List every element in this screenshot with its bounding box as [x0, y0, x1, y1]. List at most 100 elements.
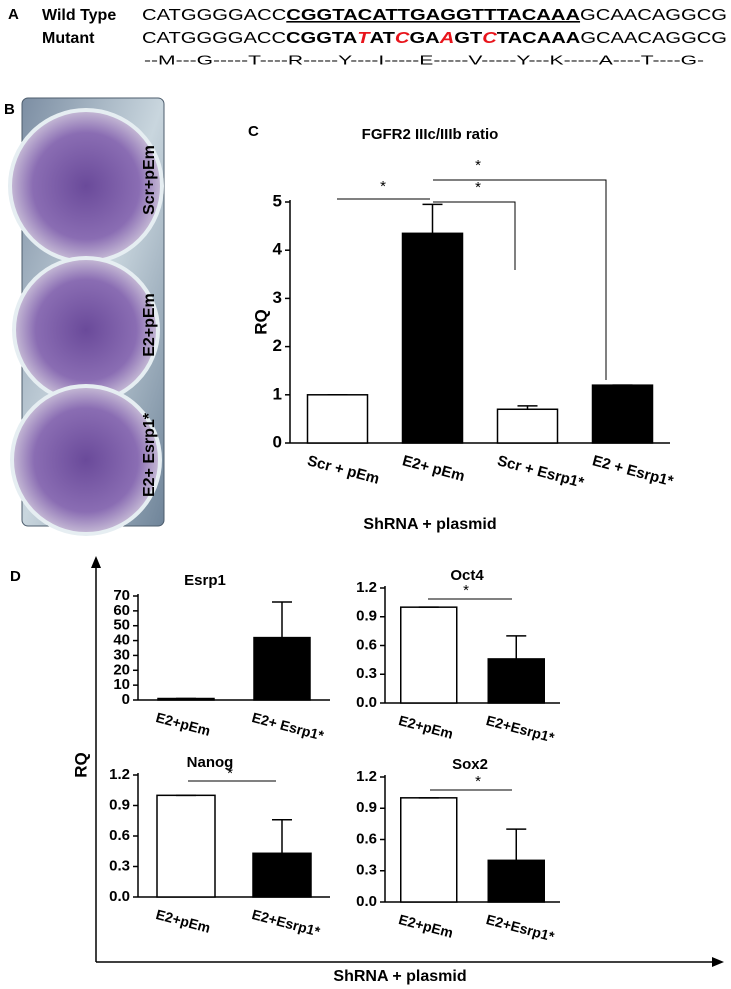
x-tick-label: E2+pEm: [397, 712, 455, 742]
chart-title: FGFR2 IIIc/IIIb ratio: [362, 126, 499, 143]
significance-star: *: [380, 178, 386, 195]
y-tick-label: 0.6: [109, 827, 130, 844]
bar: [496, 408, 559, 444]
y-tick-label: 4: [273, 240, 283, 259]
seq-segment: A: [438, 30, 454, 47]
error-bar: [517, 405, 538, 410]
y-tick-label: 0: [273, 432, 282, 451]
seq-segment: CATGGGGACC: [142, 7, 286, 24]
y-tick-label: 0.9: [356, 799, 377, 816]
y-tick-label: 1.2: [109, 766, 130, 783]
y-tick-label: 0.9: [109, 796, 130, 813]
seq-segment: GCAACAGGCG: [580, 30, 727, 47]
error-bar: [506, 635, 527, 659]
bar: [401, 232, 464, 444]
y-tick-label: 3: [273, 288, 282, 307]
significance-star: *: [475, 179, 481, 196]
well-label: Scr+pEm: [141, 145, 158, 215]
bar: [591, 384, 654, 444]
x-tick-label: E2+Esrp1*: [485, 712, 557, 746]
bar: [306, 394, 369, 444]
y-tick-label: 50: [113, 617, 130, 634]
seq-segment: GT: [454, 30, 482, 47]
seq-segment: GCAACAGGCG: [580, 7, 727, 24]
x-tick-label: E2+Esrp1*: [485, 911, 557, 945]
well: [10, 384, 162, 536]
x-tick-label: E2+Esrp1*: [250, 906, 322, 940]
significance-bracket: [433, 201, 516, 270]
y-tick-label: 0.0: [356, 893, 377, 910]
panel-label: D: [10, 568, 21, 585]
y-tick-label: 0.0: [356, 694, 377, 711]
chart-title: Esrp1: [184, 572, 226, 589]
x-tick-label: E2+pEm: [154, 709, 212, 739]
bar: [487, 658, 545, 704]
sequence: CATGGGGACC CGGTACATTGAGGTTTACAAA GCAACAGGC…: [142, 7, 727, 24]
arrow-head: [712, 957, 724, 967]
y-tick-label: 40: [113, 632, 130, 649]
y-tick-label: 0.6: [356, 830, 377, 847]
chart-title: Oct4: [450, 567, 484, 584]
error-bar: [422, 203, 443, 234]
row-label: Mutant: [42, 30, 95, 47]
x-tick-label: E2+ Esrp1*: [250, 709, 326, 744]
panel-label: A: [8, 6, 19, 23]
y-tick-label: 70: [113, 587, 130, 604]
y-tick-label: 0.3: [356, 862, 377, 879]
translation: --M---G-----T----R-----Y----I-----E-----…: [144, 52, 704, 67]
chart-title: Nanog: [187, 754, 234, 771]
seq-segment: C: [482, 30, 497, 47]
row-label: Wild Type: [42, 7, 116, 24]
panel-label: B: [4, 101, 15, 118]
y-axis-label: RQ: [251, 309, 270, 335]
y-tick-label: 0.3: [356, 665, 377, 682]
error-bar: [272, 601, 292, 638]
seq-segment: CGGTACATTGAGGTTTACAAA: [286, 7, 580, 24]
y-tick-label: 2: [273, 336, 282, 355]
seq-segment: CATGGGGACC: [142, 30, 286, 47]
y-tick-label: 30: [113, 646, 130, 663]
x-tick-label: E2+pEm: [154, 906, 212, 936]
seq-segment: C: [395, 30, 410, 47]
well: [8, 108, 164, 264]
y-tick-label: 0.6: [356, 636, 377, 653]
seq-segment: T: [357, 30, 371, 47]
seq-segment: TACAAA: [497, 30, 581, 47]
bar: [400, 606, 458, 704]
y-tick-label: 1.2: [356, 768, 377, 785]
well-label: E2+ Esrp1*: [141, 412, 158, 497]
seq-segment: GA: [409, 30, 440, 47]
significance-star: *: [475, 773, 481, 790]
error-bar: [272, 818, 292, 854]
bar: [253, 636, 311, 701]
well: [12, 256, 160, 404]
bar: [487, 859, 545, 903]
x-tick-label: Scr + pEm: [305, 452, 381, 488]
x-tick-label: E2+pEm: [397, 911, 455, 941]
y-tick-label: 0.9: [356, 608, 377, 625]
x-tick-label: E2+ pEm: [400, 452, 466, 485]
x-axis-label: ShRNA + plasmid: [333, 968, 466, 985]
y-tick-label: 0: [122, 691, 130, 708]
sequence: CATGGGGACC CGGTA T AT C GA A GT C TACAAA GCAACAGGC…: [142, 30, 727, 47]
significance-bracket: [433, 179, 607, 380]
seq-segment: CGGTA: [286, 30, 358, 47]
y-tick-label: 20: [113, 661, 130, 678]
significance-star: *: [227, 765, 233, 782]
y-tick-label: 0.0: [109, 888, 130, 905]
well-label: E2+pEm: [141, 293, 158, 357]
bar: [156, 794, 216, 898]
x-tick-label: Scr + Esrp1*: [495, 452, 585, 491]
y-tick-label: 1: [273, 384, 282, 403]
y-tick-label: 60: [113, 602, 130, 619]
y-tick-label: 0.3: [109, 857, 130, 874]
panel-label: C: [248, 123, 259, 140]
y-tick-label: 1.2: [356, 579, 377, 596]
y-tick-label: 10: [113, 676, 130, 693]
error-bar: [506, 828, 527, 861]
seq-segment: AT: [370, 30, 396, 47]
x-tick-label: E2 + Esrp1*: [590, 452, 675, 490]
y-tick-label: 5: [273, 191, 282, 210]
y-axis-label: RQ: [71, 752, 90, 778]
